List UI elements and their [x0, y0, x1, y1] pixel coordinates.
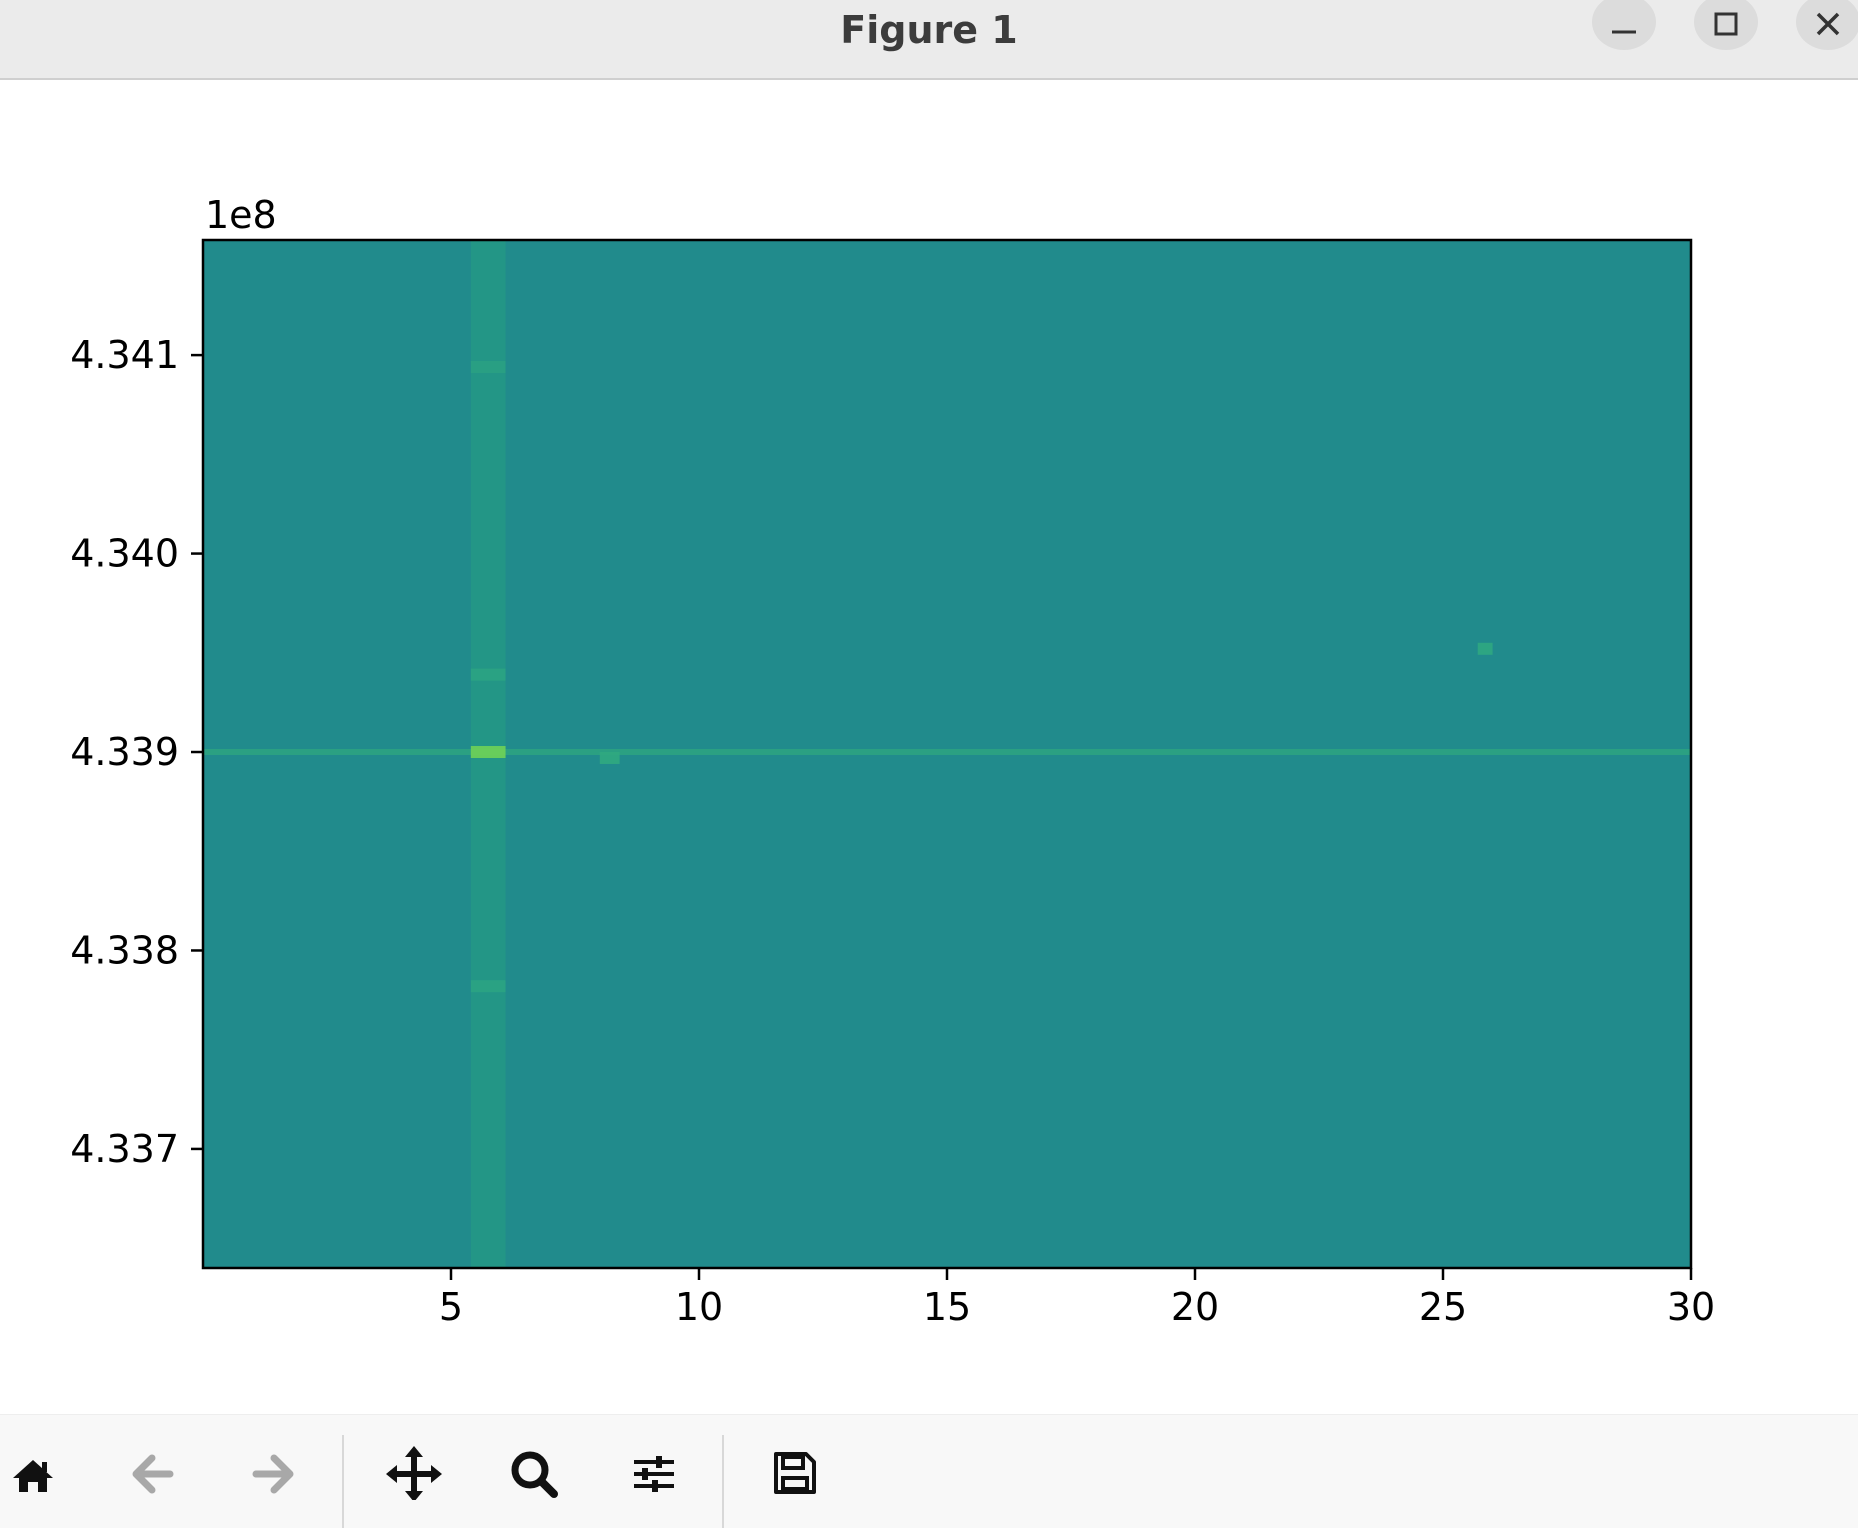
- title-bar: Figure 1: [0, 0, 1858, 80]
- y-offset-text: 1e8: [205, 193, 277, 237]
- minimize-icon: [1612, 30, 1636, 34]
- y-tick-label: 4.339: [70, 730, 179, 774]
- arrow-left-icon: [132, 1454, 174, 1494]
- x-tick-label: 20: [1171, 1285, 1219, 1329]
- forward-button[interactable]: [242, 1440, 302, 1500]
- window-title: Figure 1: [840, 8, 1018, 52]
- y-axis: 4.337 4.338 4.339 4.340 4.341: [70, 333, 203, 1171]
- back-button[interactable]: [122, 1440, 182, 1500]
- toolbar-separator: [722, 1435, 724, 1528]
- close-icon: [1816, 12, 1840, 36]
- x-tick-label: 25: [1419, 1285, 1467, 1329]
- signal-hot-spot: [470, 746, 506, 759]
- maximize-button[interactable]: [1694, 0, 1758, 50]
- x-tick-label: 5: [439, 1285, 463, 1329]
- maximize-icon: [1714, 12, 1738, 36]
- pan-button[interactable]: [384, 1440, 444, 1500]
- y-tick-label: 4.338: [70, 928, 179, 972]
- signal-line: [203, 749, 1691, 756]
- minimize-button[interactable]: [1592, 0, 1656, 50]
- x-tick-label: 10: [675, 1285, 723, 1329]
- y-tick-label: 4.341: [70, 333, 179, 377]
- home-button[interactable]: [2, 1440, 62, 1500]
- zoom-button[interactable]: [504, 1440, 564, 1500]
- signal-hot-spot: [470, 668, 506, 681]
- signal-hot-spot: [470, 361, 506, 374]
- signal-hot-spot: [1477, 642, 1493, 655]
- signal-hot-spot: [470, 980, 506, 993]
- x-tick-label: 15: [923, 1285, 971, 1329]
- arrow-right-icon: [252, 1454, 294, 1494]
- floppy-disk-icon: [774, 1452, 816, 1494]
- move-icon: [386, 1446, 442, 1500]
- configure-subplots-button[interactable]: [624, 1440, 684, 1500]
- x-tick-label: 30: [1667, 1285, 1715, 1329]
- navigation-toolbar: [0, 1414, 1858, 1528]
- home-icon: [13, 1460, 53, 1492]
- y-tick-label: 4.337: [70, 1127, 179, 1171]
- toolbar-separator: [342, 1435, 344, 1528]
- signal-hot-spot: [599, 751, 620, 764]
- plot-area: 1e8 5 10 15 20 25 30 4.337 4.338 4.339 4.340 4.34…: [70, 193, 1715, 1329]
- save-button[interactable]: [764, 1440, 824, 1500]
- close-button[interactable]: [1796, 0, 1858, 50]
- figure-canvas[interactable]: 1e8 5 10 15 20 25 30 4.337 4.338 4.339 4.340 4.34…: [0, 80, 1858, 1414]
- sliders-icon: [634, 1456, 674, 1492]
- x-axis: 5 10 15 20 25 30: [439, 1268, 1715, 1329]
- y-tick-label: 4.340: [70, 532, 179, 576]
- magnifier-icon: [511, 1451, 558, 1498]
- spectrogram-image: [203, 240, 1691, 1268]
